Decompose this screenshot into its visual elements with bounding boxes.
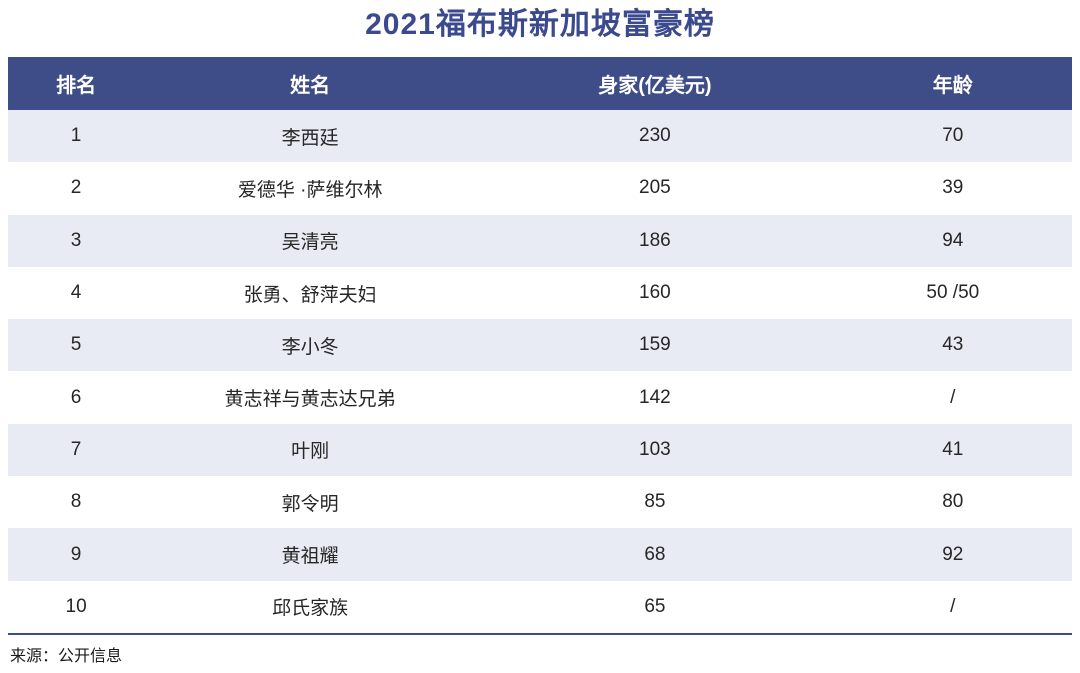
- table-row: 9 黄祖耀 68 92: [8, 528, 1072, 581]
- cell-rank: 2: [70, 177, 82, 199]
- table-row: 6 黄志祥与黄志达兄弟 142 /: [8, 371, 1072, 424]
- header-cell-age: 年龄: [932, 75, 973, 97]
- cell-rank: 9: [70, 543, 82, 565]
- cell-rank: 3: [70, 229, 82, 251]
- cell-rank: 6: [70, 386, 82, 408]
- table-row: 5 李小冬 159 43: [8, 319, 1072, 372]
- cell-age: 80: [942, 491, 964, 513]
- cell-name: 黄祖耀: [281, 546, 339, 568]
- bottom-divider: [8, 633, 1072, 635]
- cell-rank: 7: [70, 438, 82, 460]
- table-row: 7 叶刚 103 41: [8, 423, 1072, 477]
- cell-name: 黄志祥与黄志达兄弟: [224, 389, 396, 411]
- cell-worth: 186: [639, 229, 671, 251]
- cell-name: 李西廷: [281, 127, 339, 149]
- table-row: 8 郭令明 85 80: [8, 476, 1072, 529]
- cell-worth: 68: [644, 543, 666, 565]
- table-row: 2 爱德华 ·萨维尔林 205 39: [8, 162, 1072, 215]
- cell-worth: 85: [644, 491, 666, 513]
- cell-name: 吴清亮: [281, 232, 339, 254]
- cell-age: 43: [942, 334, 964, 356]
- cell-worth: 205: [639, 177, 671, 199]
- cell-worth: 159: [639, 334, 671, 356]
- cell-worth: 103: [639, 438, 671, 460]
- header-cell-worth: 身家(亿美元): [598, 75, 712, 97]
- cell-name: 郭令明: [281, 493, 339, 515]
- cell-worth: 142: [639, 386, 671, 408]
- cell-age: 92: [942, 543, 964, 565]
- header-cell-rank: 排名: [56, 75, 97, 97]
- cell-age: /: [950, 386, 956, 408]
- cell-rank: 1: [70, 125, 82, 147]
- cell-rank: 5: [70, 334, 82, 356]
- cell-age: 50 /50: [926, 282, 980, 304]
- table-row: 10 邱氏家族 65 /: [8, 580, 1072, 633]
- table-row: 3 吴清亮 186 94: [8, 214, 1072, 267]
- table-header-row: 排名 姓名 身家(亿美元) 年龄: [8, 57, 1072, 110]
- header-cell-name: 姓名: [290, 75, 331, 97]
- cell-name: 爱德华 ·萨维尔林: [237, 179, 383, 201]
- source-note: 来源：公开信息: [10, 648, 123, 665]
- cell-age: 70: [942, 125, 964, 147]
- cell-age: 94: [942, 229, 964, 251]
- cell-age: 41: [942, 438, 964, 460]
- table-row: 4 张勇、舒萍夫妇 160 50 /50: [8, 266, 1072, 320]
- cell-name: 张勇、舒萍夫妇: [243, 284, 377, 306]
- cell-worth: 230: [639, 125, 671, 147]
- cell-rank: 4: [70, 282, 82, 304]
- cell-name: 叶刚: [291, 441, 330, 463]
- cell-rank: 10: [65, 595, 87, 617]
- cell-age: 39: [942, 177, 964, 199]
- cell-worth: 65: [644, 595, 666, 617]
- cell-worth: 160: [639, 282, 671, 304]
- cell-name: 邱氏家族: [272, 598, 349, 620]
- cell-rank: 8: [70, 491, 82, 513]
- cell-age: /: [950, 595, 956, 617]
- cell-name: 李小冬: [281, 336, 339, 358]
- table-row: 1 李西廷 230 70: [8, 110, 1072, 163]
- rich-list-table: 排名 姓名 身家(亿美元) 年龄 1 李西廷 230 70 2 爱德华 ·萨维尔…: [8, 57, 1072, 633]
- page-title: 2021福布斯新加坡富豪榜: [365, 8, 715, 41]
